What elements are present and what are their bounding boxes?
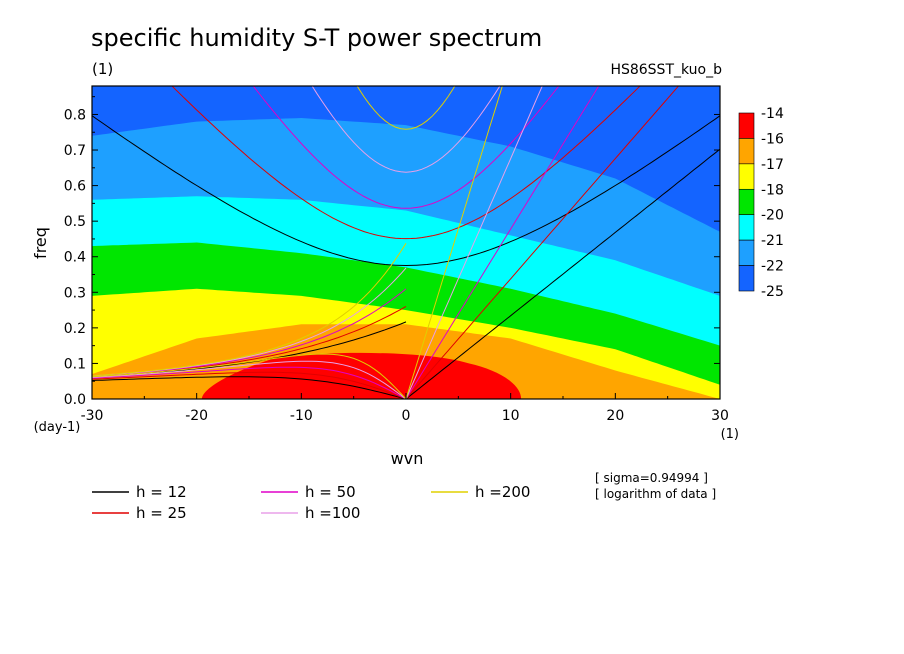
rossby-curve-h200 xyxy=(92,353,407,399)
y-tick-label: 0.5 xyxy=(64,214,86,230)
chart-title: specific humidity S-T power spectrum xyxy=(91,24,542,52)
legend-label: h = 50 xyxy=(305,483,356,501)
x-axis-unit: (1) xyxy=(721,427,739,442)
log-note: [ logarithm of data ] xyxy=(595,487,716,501)
y-tick-label: 0.6 xyxy=(64,179,86,195)
y-tick-label: 0.2 xyxy=(64,321,86,337)
colorbar-label: -22 xyxy=(761,259,784,275)
colorbar-swatch xyxy=(738,138,755,165)
colorbar-swatch xyxy=(738,214,755,241)
y-tick-label: 0.8 xyxy=(64,107,86,123)
colorbar-swatch xyxy=(738,239,755,266)
legend: h = 12 h = 25 h = 50 h =100 h =200 xyxy=(92,483,530,522)
x-tick-label: 10 xyxy=(502,408,520,424)
colorbar-label: -16 xyxy=(761,131,784,147)
x-axis: -30 -20 -10 0 10 20 30 xyxy=(81,393,729,424)
rossby-curve-h25 xyxy=(92,371,407,399)
y-axis: 0.0 0.1 0.2 0.3 0.4 0.5 0.6 0.7 0.8 xyxy=(64,96,720,408)
legend-label: h =100 xyxy=(305,504,360,522)
kelvin-curve-h12 xyxy=(405,148,720,399)
colorbar-label: -25 xyxy=(761,284,784,300)
inertia-gravity-curve-h100 xyxy=(311,86,501,173)
y-axis-unit: (day-1) xyxy=(34,420,81,435)
inertia-gravity-curve-h25 xyxy=(171,86,641,240)
rossby-curve-h100 xyxy=(92,360,407,399)
inertia-gravity-curve-h50 xyxy=(252,86,560,209)
kelvin-curve-h100 xyxy=(405,86,543,399)
x-tick-label: -20 xyxy=(185,408,208,424)
colorbar-label: -21 xyxy=(761,233,784,249)
run-name-label: HS86SST_kuo_b xyxy=(610,62,722,78)
colorbar-label: -18 xyxy=(761,182,784,198)
kelvin-curve-h25 xyxy=(405,86,680,399)
rossby-curve-h12 xyxy=(92,376,407,399)
legend-label: h = 12 xyxy=(136,483,187,501)
colorbar-swatch xyxy=(738,265,755,292)
x-tick-label: 30 xyxy=(711,408,729,424)
y-axis-label: freq xyxy=(31,227,50,259)
inertia-gravity-curve-h12 xyxy=(92,115,720,267)
units-label: (1) xyxy=(92,60,113,78)
dispersion-curves xyxy=(92,86,720,399)
y-tick-label: 0.4 xyxy=(64,250,86,266)
colorbar-swatch xyxy=(738,163,755,190)
inertia-gravity-curve-h200 xyxy=(356,86,456,130)
y-tick-label: 0.7 xyxy=(64,143,86,159)
x-tick-label: 20 xyxy=(606,408,624,424)
legend-label: h =200 xyxy=(475,483,530,501)
fill-band-peak xyxy=(201,352,522,399)
colorbar-swatch xyxy=(738,188,755,216)
contour-fills xyxy=(92,86,720,399)
mixed-rossby-gravity-curve-h200 xyxy=(92,243,407,377)
colorbar: -14 -16 -17 -18 -20 -21 -22 -25 xyxy=(738,106,784,300)
x-axis-label: wvn xyxy=(391,449,424,468)
y-tick-label: 0.1 xyxy=(64,356,86,372)
y-tick-label: 0.3 xyxy=(64,285,86,301)
kelvin-curve-h200 xyxy=(405,86,503,399)
colorbar-label: -17 xyxy=(761,157,784,173)
x-tick-label: -10 xyxy=(290,408,313,424)
colorbar-label: -14 xyxy=(761,106,784,122)
rossby-curve-h50 xyxy=(92,366,407,399)
sigma-note: [ sigma=0.94994 ] xyxy=(595,471,708,485)
legend-label: h = 25 xyxy=(136,504,187,522)
y-tick-label: 0.0 xyxy=(64,392,86,408)
colorbar-label: -20 xyxy=(761,208,784,224)
x-tick-label: -30 xyxy=(81,408,104,424)
colorbar-swatch xyxy=(738,112,755,139)
x-tick-label: 0 xyxy=(402,408,411,424)
kelvin-curve-h50 xyxy=(405,86,600,399)
